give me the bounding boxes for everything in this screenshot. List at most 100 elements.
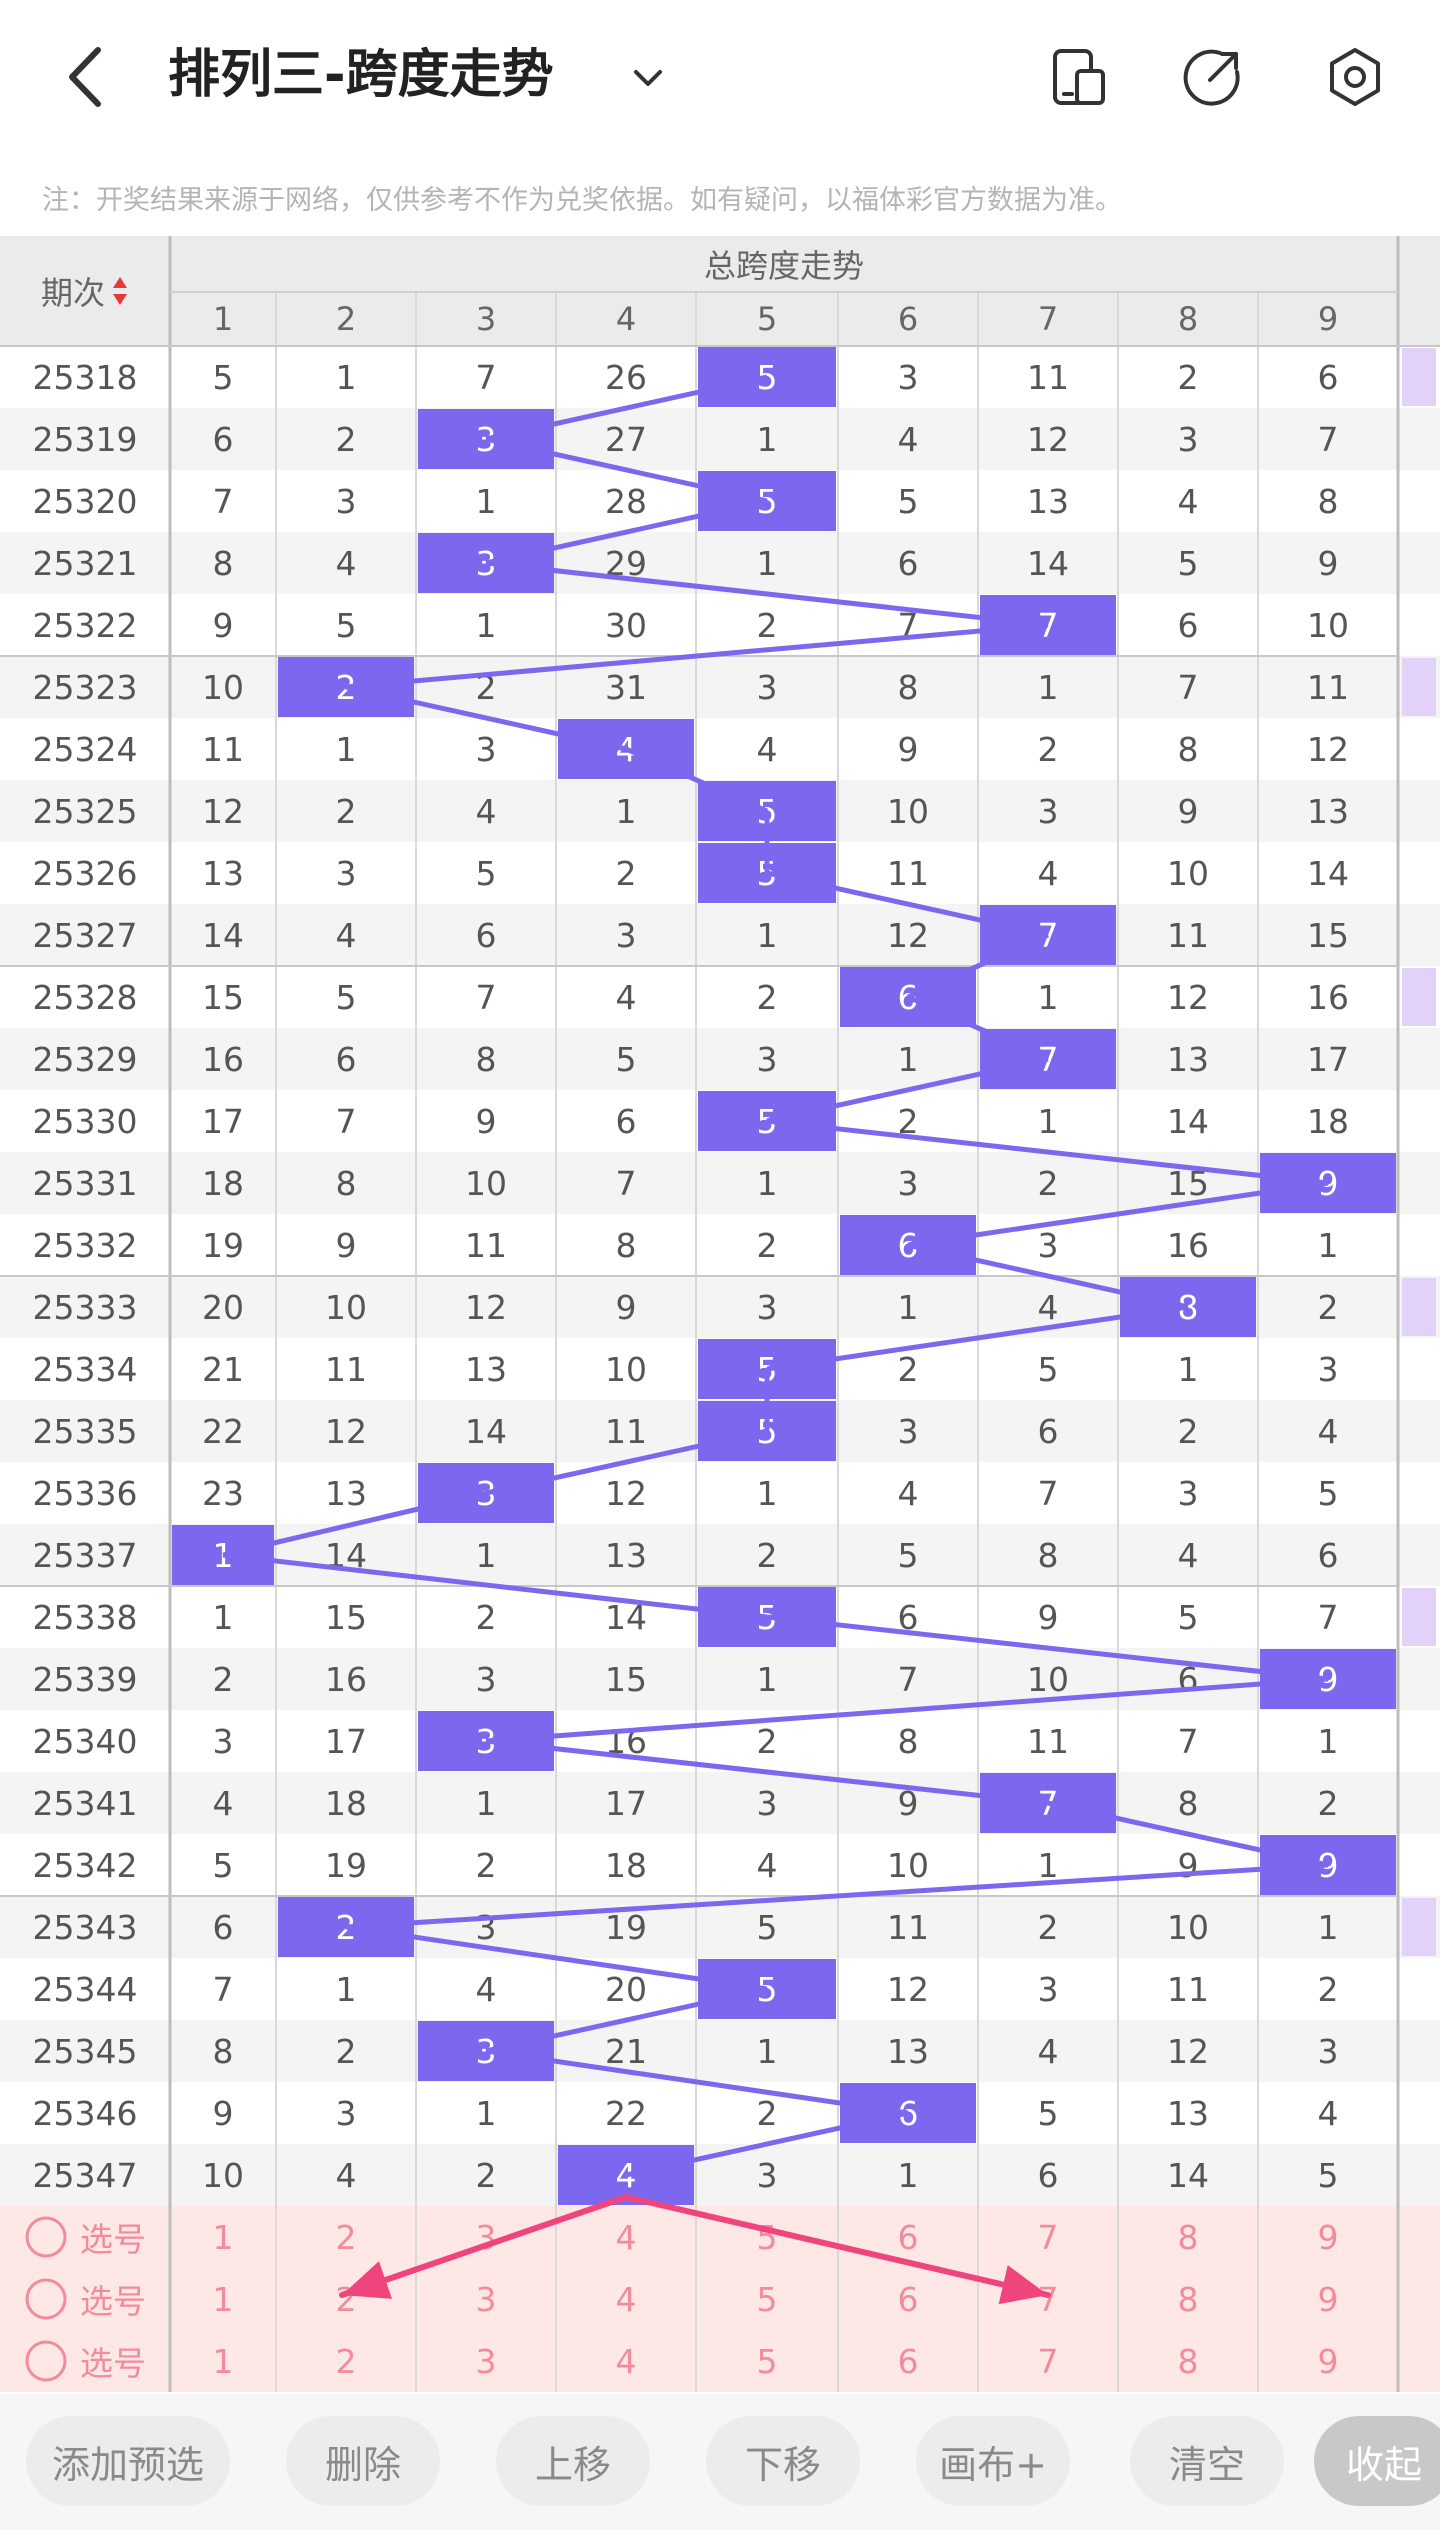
collapse-button[interactable]: 收起 xyxy=(1314,2416,1440,2506)
omission-cell: 14 xyxy=(1167,1101,1209,1141)
omission-cell: 1 xyxy=(1317,1907,1339,1947)
omission-cell: 6 xyxy=(1317,357,1339,397)
omission-cell: 18 xyxy=(202,1163,244,1203)
select-number[interactable]: 9 xyxy=(1317,2217,1339,2257)
select-number[interactable]: 6 xyxy=(897,2279,919,2319)
select-number[interactable]: 9 xyxy=(1317,2279,1339,2319)
omission-cell: 15 xyxy=(1167,1163,1209,1203)
omission-cell: 2 xyxy=(1317,1783,1339,1823)
omission-cell: 5 xyxy=(897,1535,919,1575)
omission-cell: 11 xyxy=(465,1225,507,1265)
trend-table: 期次 总跨度走势 1 2 3 4 5 6 7 8 9 25318 5 1 7 26 5 3 11 2 6 25319 6 2 3… xyxy=(0,236,1440,2394)
select-number[interactable]: 4 xyxy=(615,2341,637,2381)
select-number[interactable]: 7 xyxy=(1037,2217,1059,2257)
omission-cell: 9 xyxy=(212,2093,234,2133)
omission-cell: 6 xyxy=(1317,1535,1339,1575)
select-number[interactable]: 3 xyxy=(475,2341,497,2381)
select-number[interactable]: 7 xyxy=(1037,2279,1059,2319)
select-number[interactable]: 8 xyxy=(1177,2279,1199,2319)
omission-cell: 1 xyxy=(756,1163,778,1203)
omission-cell: 4 xyxy=(1177,481,1199,521)
omission-cell: 13 xyxy=(465,1349,507,1389)
select-number[interactable]: 3 xyxy=(475,2279,497,2319)
omission-cell: 2 xyxy=(1037,729,1059,769)
omission-cell: 18 xyxy=(1307,1101,1349,1141)
omission-cell: 3 xyxy=(756,667,778,707)
select-number[interactable]: 4 xyxy=(615,2217,637,2257)
omission-cell: 4 xyxy=(1037,1287,1059,1327)
select-number[interactable]: 4 xyxy=(615,2279,637,2319)
omission-cell: 1 xyxy=(897,1287,919,1327)
period-cell: 25347 xyxy=(32,2155,138,2195)
omission-cell: 3 xyxy=(335,2093,357,2133)
phone-layout-icon[interactable] xyxy=(1046,44,1112,110)
disclaimer-notice: 注：开奖结果来源于网络，仅供参考不作为兑奖依据。如有疑问，以福体彩官方数据为准。 xyxy=(42,185,1122,216)
radio-circle-icon[interactable] xyxy=(24,2215,68,2259)
chevron-down-icon[interactable] xyxy=(630,60,666,96)
select-row-label[interactable]: 选号 xyxy=(0,2268,170,2330)
hit-ball: 4 xyxy=(558,2145,694,2205)
select-number[interactable]: 1 xyxy=(212,2217,234,2257)
select-number[interactable]: 5 xyxy=(756,2341,778,2381)
select-number[interactable]: 7 xyxy=(1037,2341,1059,2381)
radio-circle-icon[interactable] xyxy=(24,2339,68,2383)
omission-cell: 26 xyxy=(605,357,647,397)
sort-arrows-icon[interactable] xyxy=(111,273,129,309)
move-down-button[interactable]: 下移 xyxy=(706,2416,860,2506)
select-number[interactable]: 9 xyxy=(1317,2341,1339,2381)
add-preselect-button[interactable]: 添加预选 xyxy=(26,2416,230,2506)
select-number[interactable]: 1 xyxy=(212,2341,234,2381)
omission-cell: 1 xyxy=(1037,977,1059,1017)
move-up-button[interactable]: 上移 xyxy=(496,2416,650,2506)
share-icon[interactable] xyxy=(1180,44,1246,110)
omission-cell: 2 xyxy=(475,667,497,707)
omission-cell: 13 xyxy=(1167,2093,1209,2133)
omission-cell: 6 xyxy=(335,1039,357,1079)
omission-cell: 3 xyxy=(615,915,637,955)
select-number[interactable]: 6 xyxy=(897,2341,919,2381)
omission-cell: 12 xyxy=(887,1969,929,2009)
select-number[interactable]: 8 xyxy=(1177,2217,1199,2257)
select-number[interactable]: 3 xyxy=(475,2217,497,2257)
select-number[interactable]: 5 xyxy=(756,2279,778,2319)
period-cell: 25331 xyxy=(32,1163,138,1203)
omission-cell: 3 xyxy=(1037,791,1059,831)
omission-cell: 9 xyxy=(615,1287,637,1327)
select-number[interactable]: 6 xyxy=(897,2217,919,2257)
select-number[interactable]: 8 xyxy=(1177,2341,1199,2381)
omission-cell: 2 xyxy=(1177,357,1199,397)
omission-cell: 12 xyxy=(1027,419,1069,459)
omission-cell: 1 xyxy=(756,2031,778,2071)
omission-cell: 8 xyxy=(897,667,919,707)
clear-button[interactable]: 清空 xyxy=(1130,2416,1284,2506)
omission-cell: 11 xyxy=(1167,1969,1209,2009)
omission-cell: 18 xyxy=(605,1845,647,1885)
select-number[interactable]: 2 xyxy=(335,2217,357,2257)
omission-cell: 2 xyxy=(756,1535,778,1575)
omission-cell: 10 xyxy=(605,1349,647,1389)
delete-button[interactable]: 删除 xyxy=(286,2416,440,2506)
omission-cell: 4 xyxy=(897,419,919,459)
hit-ball: 3 xyxy=(418,1711,554,1771)
omission-cell: 2 xyxy=(1317,1969,1339,2009)
canvas-plus-button[interactable]: 画布+ xyxy=(916,2416,1070,2506)
select-label-text: 选号 xyxy=(80,2344,146,2383)
select-number[interactable]: 5 xyxy=(756,2217,778,2257)
radio-circle-icon[interactable] xyxy=(24,2277,68,2321)
select-number[interactable]: 2 xyxy=(335,2279,357,2319)
select-row-label[interactable]: 选号 xyxy=(0,2330,170,2392)
period-cell: 25340 xyxy=(32,1721,138,1761)
settings-icon[interactable] xyxy=(1322,44,1388,110)
back-arrow-icon[interactable] xyxy=(58,42,118,112)
period-cell: 25328 xyxy=(32,977,138,1017)
hit-ball: 3 xyxy=(418,533,554,593)
select-row-label[interactable]: 选号 xyxy=(0,2206,170,2268)
omission-cell: 10 xyxy=(465,1163,507,1203)
omission-cell: 16 xyxy=(605,1721,647,1761)
select-number[interactable]: 1 xyxy=(212,2279,234,2319)
period-header[interactable]: 期次 xyxy=(0,236,170,346)
hit-ball: 7 xyxy=(980,595,1116,655)
omission-cell: 8 xyxy=(475,1039,497,1079)
select-number[interactable]: 2 xyxy=(335,2341,357,2381)
period-cell: 25322 xyxy=(32,605,138,645)
